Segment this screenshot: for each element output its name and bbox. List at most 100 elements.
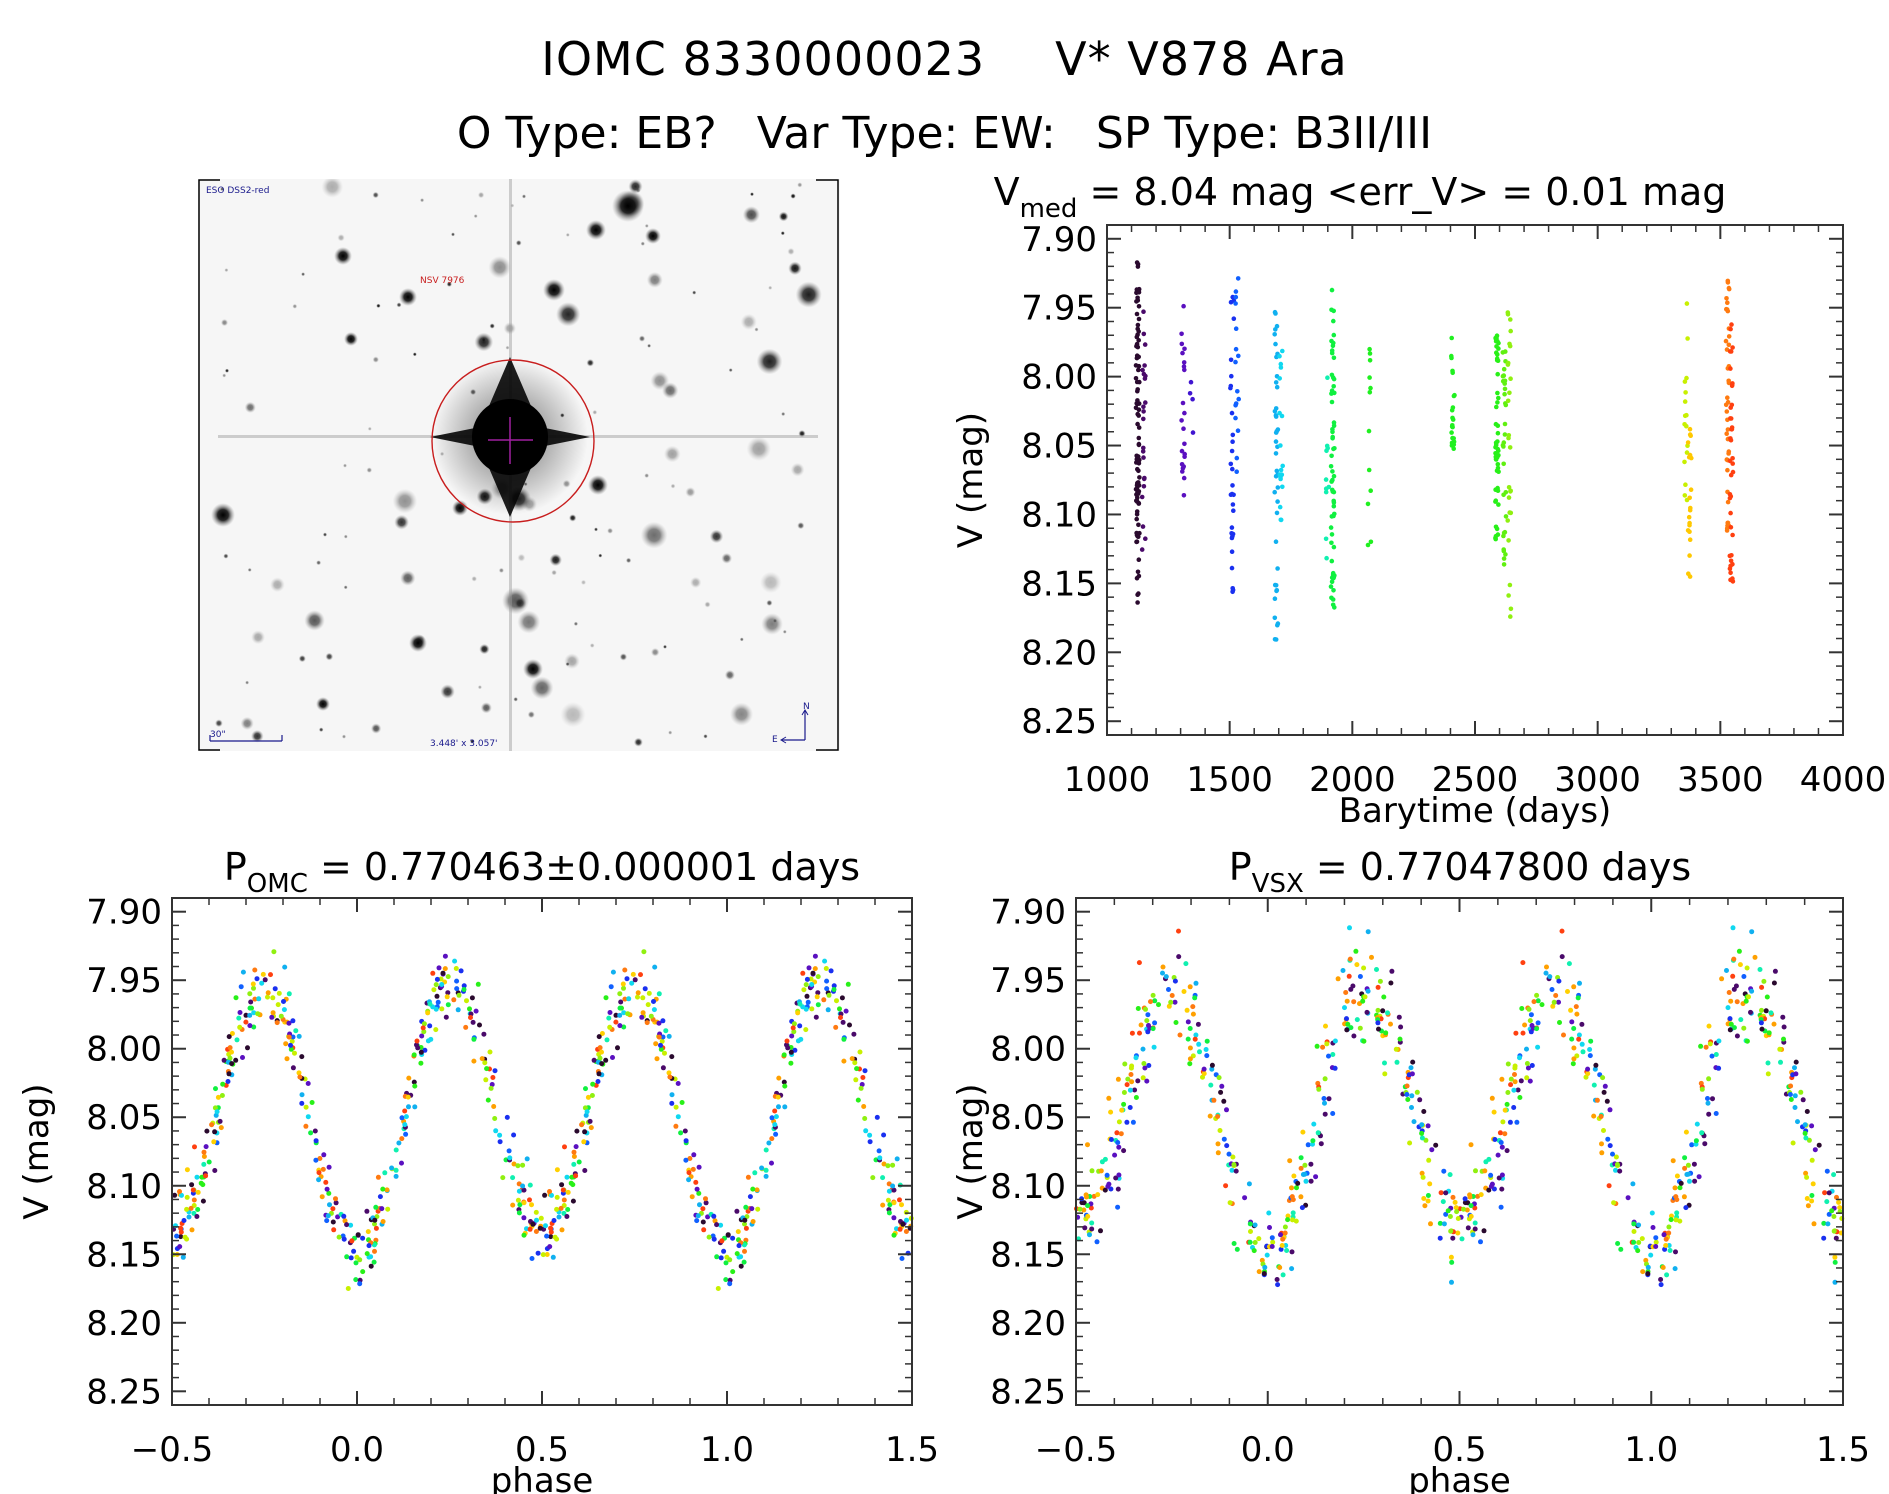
data-point <box>845 981 851 987</box>
data-point <box>251 985 256 991</box>
data-point <box>1544 964 1549 970</box>
data-point <box>656 1034 662 1040</box>
data-point <box>1262 1264 1268 1270</box>
data-point <box>333 1200 339 1206</box>
data-point <box>1741 974 1747 979</box>
data-point <box>1614 1162 1620 1167</box>
data-point <box>1278 361 1284 367</box>
data-point <box>565 1207 571 1212</box>
data-point <box>582 1168 588 1173</box>
data-point <box>1724 968 1729 973</box>
data-point <box>1507 510 1512 515</box>
data-point <box>1219 1083 1225 1089</box>
data-point <box>1724 306 1729 312</box>
data-point <box>411 1079 417 1085</box>
data-point <box>297 1074 303 1080</box>
data-point <box>190 1187 196 1193</box>
data-point <box>1362 994 1368 1000</box>
data-point <box>406 1104 411 1110</box>
data-point <box>1135 1006 1141 1011</box>
data-point <box>1137 457 1142 463</box>
data-point <box>900 1221 906 1227</box>
data-point <box>1643 1257 1649 1263</box>
data-point <box>1404 1092 1410 1097</box>
data-point <box>1278 1232 1283 1238</box>
data-point <box>556 1214 562 1220</box>
field-star <box>640 521 668 549</box>
data-point <box>1449 335 1454 341</box>
data-point <box>1685 440 1691 445</box>
data-point <box>1500 350 1506 355</box>
data-point <box>425 1038 431 1044</box>
data-point <box>201 1149 207 1155</box>
data-point <box>425 1010 431 1016</box>
data-point <box>1242 1195 1248 1201</box>
field-star <box>663 445 681 463</box>
data-point <box>543 1223 548 1229</box>
data-point <box>669 1054 675 1060</box>
data-point <box>1727 1016 1733 1022</box>
data-point <box>1150 992 1156 998</box>
data-point <box>1230 439 1235 445</box>
field-star <box>787 247 795 256</box>
data-point <box>1682 459 1687 465</box>
data-point <box>1601 1128 1606 1133</box>
data-point <box>212 1129 218 1135</box>
data-point <box>1331 575 1336 581</box>
data-point <box>475 981 481 987</box>
data-point <box>1375 984 1381 990</box>
data-point <box>1678 1180 1684 1186</box>
field-star <box>473 214 478 219</box>
data-point <box>800 970 806 976</box>
data-point <box>1738 1017 1744 1023</box>
phase-omc-title-main: P <box>224 845 247 889</box>
data-point <box>1672 1185 1678 1191</box>
field-star <box>592 409 598 415</box>
data-point <box>375 1174 381 1180</box>
data-point <box>1425 1198 1431 1204</box>
data-point <box>1136 442 1142 448</box>
data-point <box>1176 954 1182 960</box>
data-point <box>372 1248 377 1254</box>
data-point <box>833 1024 839 1030</box>
data-point <box>662 1050 667 1056</box>
data-point <box>1730 925 1736 931</box>
data-point <box>247 991 253 997</box>
data-point <box>1141 476 1147 482</box>
data-point <box>651 1007 657 1013</box>
data-point <box>312 1128 318 1134</box>
data-point <box>1502 421 1508 427</box>
data-point <box>1272 489 1277 495</box>
data-point <box>1658 1282 1664 1288</box>
data-point <box>1488 1172 1494 1178</box>
data-point <box>1348 1025 1354 1031</box>
data-point <box>1231 316 1237 322</box>
data-point <box>1141 309 1146 315</box>
data-point <box>1734 1033 1740 1039</box>
data-point <box>1207 1113 1213 1119</box>
y-tick-label: 8.05 <box>86 1098 162 1138</box>
data-point <box>852 1060 858 1066</box>
data-point <box>412 1083 418 1089</box>
data-point <box>275 1002 281 1008</box>
data-point <box>492 1068 498 1074</box>
data-point <box>855 1097 861 1103</box>
data-point <box>471 1036 477 1042</box>
data-point <box>853 1077 859 1083</box>
data-point <box>1328 525 1334 530</box>
data-point <box>1508 328 1513 334</box>
data-point <box>1121 1148 1127 1154</box>
data-point <box>904 1217 909 1223</box>
data-point <box>1743 998 1749 1004</box>
data-point <box>1326 484 1332 490</box>
data-point <box>1331 340 1336 346</box>
data-point <box>1144 1078 1150 1084</box>
data-point <box>442 966 448 972</box>
data-point <box>1181 475 1187 481</box>
data-point <box>1705 1100 1711 1106</box>
data-point <box>1831 1228 1837 1234</box>
data-point <box>1330 1052 1336 1057</box>
data-point <box>1203 1047 1209 1052</box>
data-point <box>1187 1045 1193 1051</box>
data-point <box>1204 1053 1210 1059</box>
